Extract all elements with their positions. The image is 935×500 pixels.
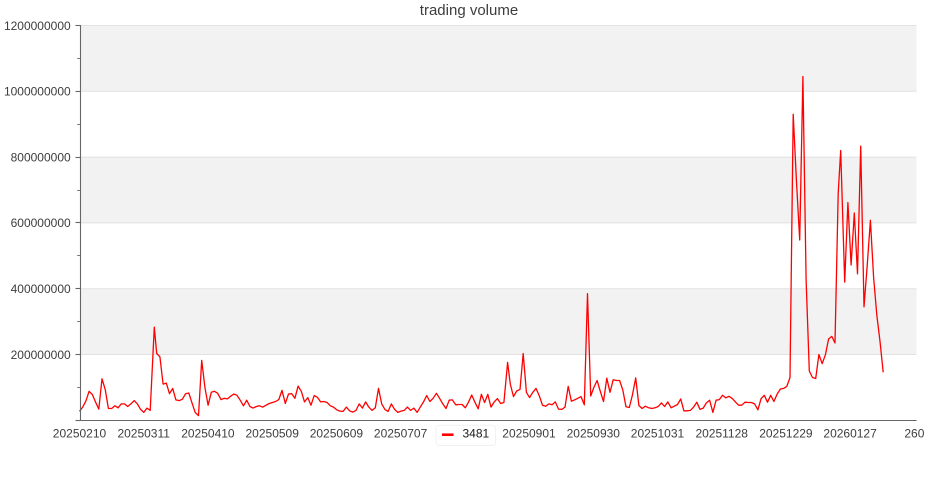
- svg-text:20250509: 20250509: [246, 427, 300, 441]
- svg-text:20251229: 20251229: [759, 427, 813, 441]
- svg-text:20250930: 20250930: [567, 427, 621, 441]
- svg-text:20251031: 20251031: [631, 427, 685, 441]
- svg-text:20260127: 20260127: [823, 427, 877, 441]
- svg-text:600000000: 600000000: [11, 216, 71, 230]
- svg-text:20250311: 20250311: [117, 427, 170, 441]
- svg-text:3481: 3481: [463, 427, 490, 441]
- svg-text:400000000: 400000000: [11, 282, 71, 296]
- svg-text:trading volume: trading volume: [420, 2, 518, 19]
- svg-text:20250210: 20250210: [53, 427, 107, 441]
- svg-text:200000000: 200000000: [11, 348, 71, 362]
- svg-text:20250707: 20250707: [374, 427, 428, 441]
- svg-text:800000000: 800000000: [11, 150, 71, 164]
- svg-text:1200000000: 1200000000: [4, 19, 71, 33]
- svg-text:20251128: 20251128: [695, 427, 748, 441]
- svg-text:260: 260: [904, 427, 924, 441]
- svg-text:20250901: 20250901: [502, 427, 556, 441]
- svg-text:20250410: 20250410: [181, 427, 235, 441]
- svg-text:1000000000: 1000000000: [4, 85, 71, 99]
- svg-text:20250609: 20250609: [310, 427, 364, 441]
